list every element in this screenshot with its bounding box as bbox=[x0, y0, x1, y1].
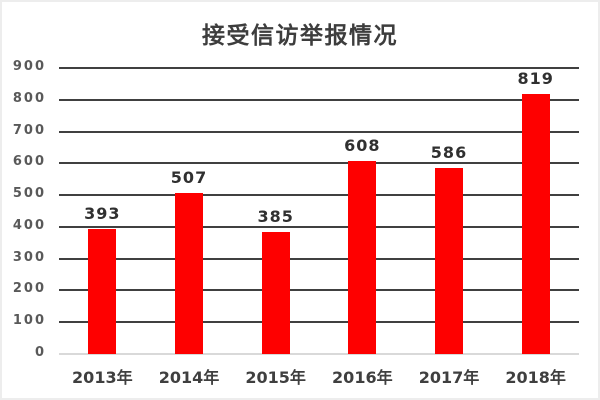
bar-value-label: 393 bbox=[84, 204, 121, 224]
x-axis-category-label: 2017年 bbox=[418, 368, 480, 387]
x-axis-category-label: 2015年 bbox=[245, 368, 306, 387]
y-axis-tick-label: 700 bbox=[12, 122, 46, 138]
bar bbox=[348, 160, 377, 354]
x-axis-category-label: 2013年 bbox=[72, 368, 133, 387]
x-axis-baseline bbox=[59, 353, 579, 355]
y-axis-tick-label: 300 bbox=[12, 249, 46, 265]
bar bbox=[521, 93, 550, 354]
y-axis-tick-label: 100 bbox=[12, 313, 46, 329]
bar bbox=[435, 167, 463, 354]
y-axis-tick-label: 400 bbox=[12, 217, 46, 233]
y-axis-tick-label: 900 bbox=[12, 59, 46, 74]
gridline bbox=[59, 225, 579, 228]
y-axis-tick-label: 0 bbox=[34, 345, 46, 360]
gridline bbox=[59, 321, 579, 324]
bar-value-label: 819 bbox=[517, 68, 554, 88]
bar bbox=[175, 192, 203, 354]
bar bbox=[88, 229, 117, 354]
gridline bbox=[59, 289, 579, 292]
y-axis-tick-label: 600 bbox=[12, 154, 46, 170]
gridline bbox=[59, 194, 579, 197]
x-axis-category-label: 2016年 bbox=[332, 368, 393, 387]
gridline bbox=[59, 67, 579, 69]
bar-value-label: 385 bbox=[257, 206, 294, 226]
y-axis-tick-label: 200 bbox=[12, 281, 46, 297]
bar-value-label: 586 bbox=[430, 142, 468, 162]
y-axis-tick-label: 800 bbox=[12, 90, 46, 106]
y-axis-tick-label: 500 bbox=[12, 186, 46, 202]
bar-value-label: 608 bbox=[344, 135, 381, 155]
chart-title: 接受信访举报情况 bbox=[202, 23, 398, 49]
bar bbox=[261, 231, 290, 354]
gridline bbox=[59, 130, 579, 133]
gridline bbox=[59, 98, 579, 101]
x-axis-category-label: 2018年 bbox=[505, 368, 566, 387]
gridline bbox=[59, 162, 579, 165]
bar-value-label: 507 bbox=[170, 167, 208, 187]
gridline bbox=[59, 257, 579, 260]
x-axis-category-label: 2014年 bbox=[158, 368, 220, 387]
